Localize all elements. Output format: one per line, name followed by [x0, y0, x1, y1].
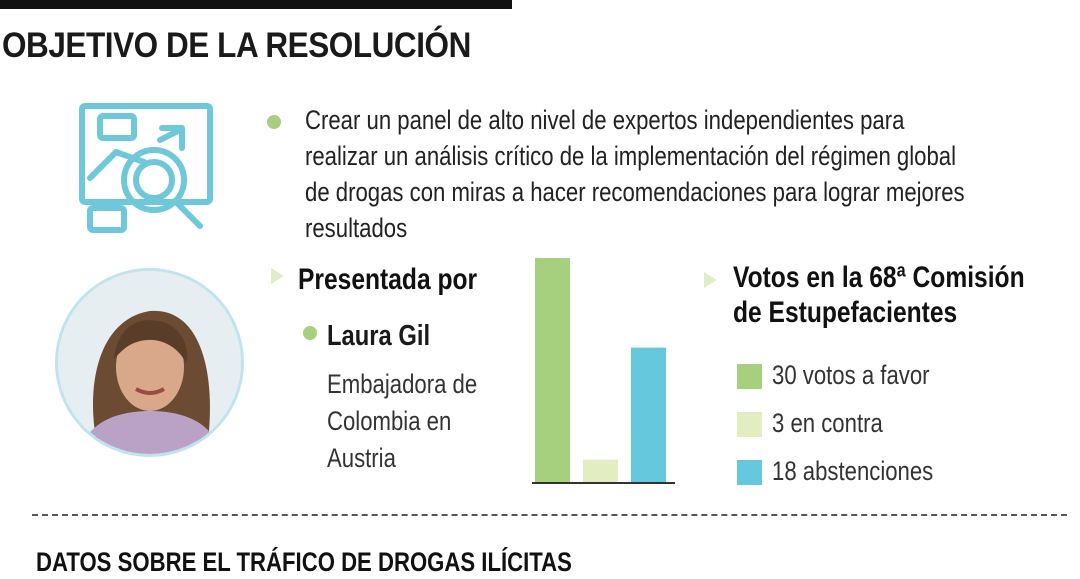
presenter-heading: Presentada por [298, 263, 478, 296]
bar-a-favor [535, 258, 570, 482]
presenter-name: Laura Gil [327, 320, 431, 352]
presenter-photo [55, 268, 244, 457]
legend-swatch [737, 460, 762, 485]
bar-abstenciones [631, 347, 666, 482]
legend-label: 3 en contra [772, 408, 883, 438]
presenter-role: Embajadora de Colombia en Austria [327, 369, 478, 473]
next-section-title: DATOS SOBRE EL TRÁFICO DE DROGAS ILÍCITA… [36, 547, 572, 577]
presenter-bullet [303, 326, 317, 340]
analysis-magnifier-icon [79, 103, 213, 233]
section-divider [32, 514, 1067, 516]
bar-en-contra [583, 459, 618, 482]
presenter-marker-icon [271, 268, 284, 284]
legend-swatch [737, 412, 762, 437]
votes-heading: Votos en la 68ª Comisión de Estupefacien… [733, 261, 1025, 329]
legend-swatch [737, 364, 762, 389]
section-title: OBJETIVO DE LA RESOLUCIÓN [2, 26, 471, 65]
objective-text: Crear un panel de alto nivel de expertos… [305, 105, 965, 243]
top-rule [0, 0, 512, 9]
votes-marker-icon [704, 272, 717, 288]
objective-bullet [267, 115, 281, 129]
legend-label: 18 abstenciones [772, 456, 934, 486]
votes-bar-chart [532, 258, 675, 484]
legend-label: 30 votos a favor [772, 360, 930, 390]
